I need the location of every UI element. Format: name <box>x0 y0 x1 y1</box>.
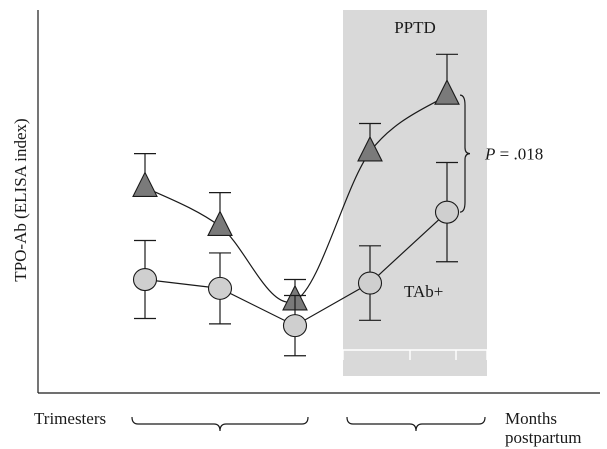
data-point-triangle <box>434 79 460 105</box>
data-point-circle <box>357 271 383 295</box>
p-value-prefix: P <box>484 145 495 164</box>
series-triangle <box>132 53 460 311</box>
tab-plus-annotation: TAb+ <box>404 282 443 301</box>
data-point-circle <box>207 276 233 300</box>
x-group-label-trimesters: Trimesters <box>34 409 106 428</box>
data-point-circle <box>282 314 308 338</box>
data-point-circle <box>434 200 460 224</box>
series-layer <box>132 53 471 357</box>
p-value-bracket <box>459 94 471 213</box>
data-point-triangle <box>132 171 158 197</box>
shaded-region <box>343 10 487 376</box>
data-point-circle <box>132 267 158 292</box>
p-value-annotation: P = .018 <box>484 145 543 164</box>
p-value-text: = .018 <box>495 145 543 164</box>
shaded-region-ticks <box>342 349 488 360</box>
x-group-label-postpartum: postpartum <box>505 428 582 447</box>
months-postpartum-brace <box>346 416 486 432</box>
data-point-triangle <box>357 135 383 162</box>
shaded-region-label: PPTD <box>394 18 436 37</box>
data-point-triangle <box>207 210 233 236</box>
y-axis-label: TPO-Ab (ELISA index) <box>11 118 30 281</box>
series-circle <box>132 161 460 357</box>
x-group-label-months: Months <box>505 409 557 428</box>
trimesters-brace <box>131 416 309 432</box>
